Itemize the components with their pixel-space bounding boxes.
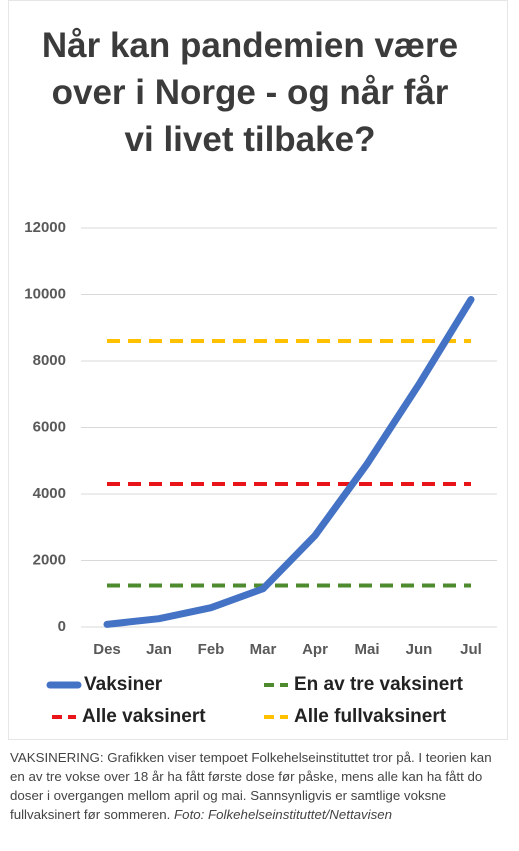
y-tick-label: 2000 <box>33 551 66 568</box>
x-tick-label: Jan <box>146 641 172 658</box>
y-tick-label: 10000 <box>24 285 66 302</box>
y-tick-label: 12000 <box>24 219 66 236</box>
y-tick-label: 6000 <box>33 418 66 435</box>
caption: VAKSINERING: Grafikken viser tempoet Fol… <box>10 748 510 824</box>
legend-label: En av tre vaksinert <box>294 674 464 695</box>
chart-title: Når kan pandemien være over i Norge - og… <box>41 26 459 159</box>
y-tick-label: 8000 <box>33 352 66 369</box>
chart-box <box>8 0 508 740</box>
legend-label: Alle fullvaksinert <box>294 706 447 727</box>
x-tick-label: Jun <box>406 641 433 658</box>
x-tick-label: Des <box>93 641 121 658</box>
x-tick-label: Mai <box>354 641 379 658</box>
x-tick-label: Feb <box>198 641 225 658</box>
legend-label: Vaksiner <box>84 674 163 695</box>
y-tick-label: 0 <box>58 618 66 635</box>
chart: 0 2000 4000 6000 8000 10000 12000 Des Jan Feb Mar A… <box>24 219 497 727</box>
x-tick-label: Mar <box>250 641 277 658</box>
caption-credit: Foto: Folkehelseinstituttet/Nettavisen <box>174 807 393 822</box>
y-tick-label: 4000 <box>33 485 66 502</box>
x-tick-label: Apr <box>302 641 328 658</box>
x-tick-label: Jul <box>460 641 482 658</box>
caption-text: VAKSINERING: Grafikken viser tempoet Fol… <box>10 750 492 822</box>
series-line <box>103 295 475 628</box>
legend-label: Alle vaksinert <box>82 706 206 727</box>
